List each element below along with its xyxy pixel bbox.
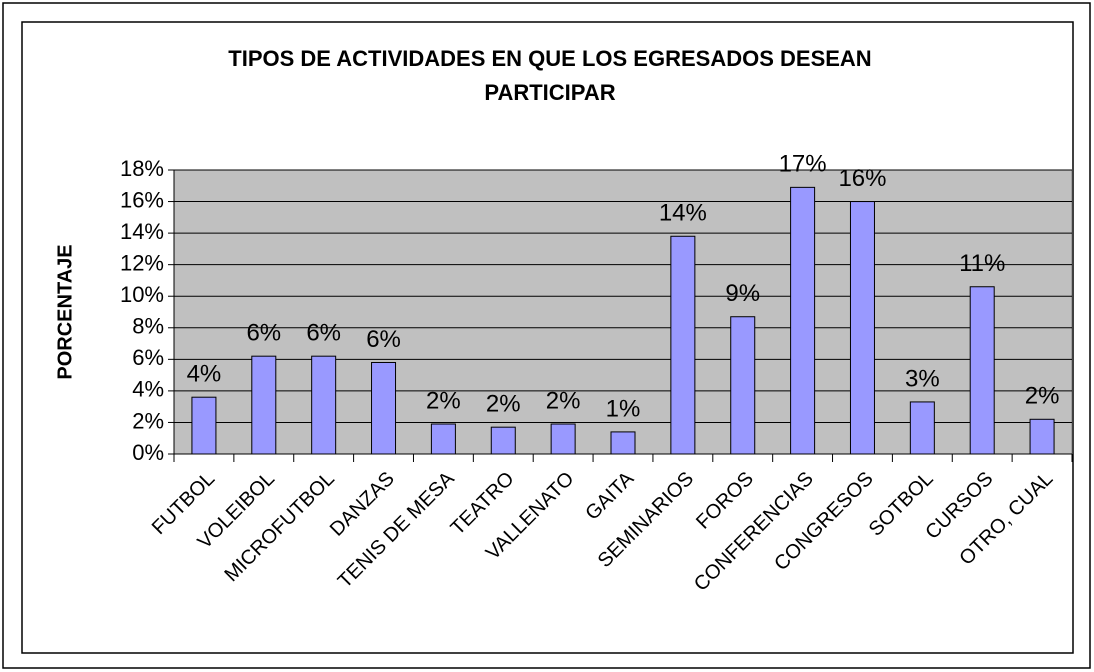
data-label: 2% [1025,383,1060,410]
y-tick-label: 0% [132,440,164,465]
bar [251,355,277,455]
data-label: 3% [905,365,940,392]
data-label: 2% [426,387,461,414]
y-tick-label: 8% [132,314,164,339]
y-tick-label: 6% [132,345,164,370]
data-label: 6% [366,326,401,353]
data-label: 11% [959,250,1005,277]
data-label: 4% [187,361,222,388]
bar [730,316,756,455]
data-label: 1% [606,395,641,422]
bar [790,186,816,455]
bar [490,426,516,455]
y-tick-label: 18% [120,156,164,181]
data-label: 17% [779,151,827,178]
bar [371,361,397,455]
bar [909,401,935,455]
bar [969,286,995,455]
y-tick-label: 2% [132,408,164,433]
bar [550,423,576,455]
data-label: 9% [725,280,760,307]
bar [670,235,696,455]
bar [610,431,636,455]
bar [311,355,337,455]
y-tick-label: 10% [120,282,164,307]
bar [1029,418,1055,455]
data-label: 2% [546,387,581,414]
bar [191,396,217,455]
y-axis-label: PORCENTAJE [54,244,76,379]
y-tick-label: 16% [120,187,164,212]
data-label: 6% [306,320,341,347]
data-label: 2% [486,391,521,418]
data-label: 6% [246,320,281,347]
chart-title: TIPOS DE ACTIVIDADES EN QUE LOS EGRESADO… [228,46,872,105]
bar [430,423,456,455]
y-tick-label: 12% [120,250,164,275]
data-label: 16% [838,165,886,192]
y-tick-label: 14% [120,219,164,244]
data-label: 14% [659,200,707,227]
y-tick-label: 4% [132,377,164,402]
bar [849,201,875,455]
